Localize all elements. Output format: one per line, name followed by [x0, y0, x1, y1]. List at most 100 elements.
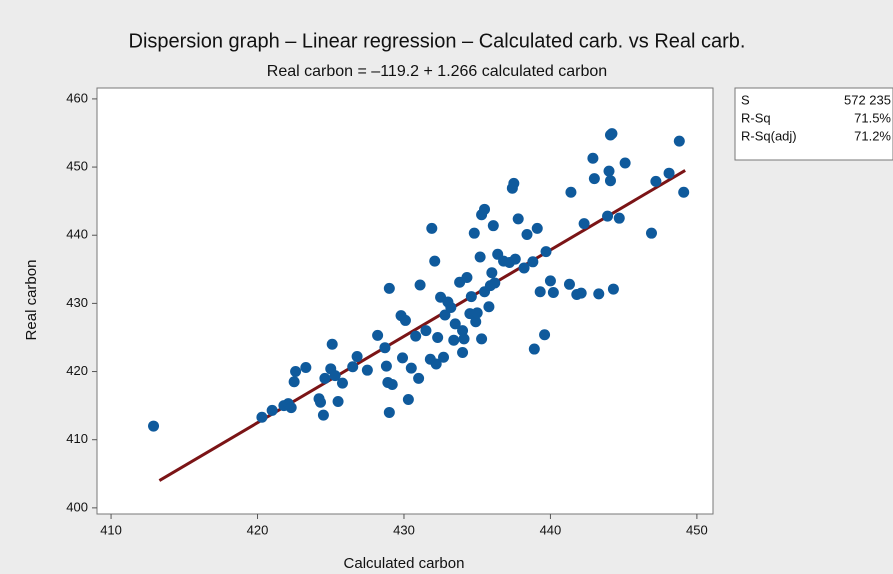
data-point: [405, 362, 417, 374]
data-point: [587, 152, 599, 164]
data-point: [429, 255, 441, 267]
data-point: [565, 186, 577, 198]
data-point: [528, 343, 540, 355]
data-point: [465, 291, 477, 303]
data-point: [314, 396, 326, 408]
x-tick-label: 430: [393, 522, 415, 537]
y-tick-label: 450: [66, 159, 88, 174]
data-point: [290, 366, 302, 378]
data-point: [479, 203, 491, 215]
data-point: [439, 309, 451, 321]
data-point: [540, 246, 552, 258]
data-point: [607, 283, 619, 295]
data-point: [619, 157, 631, 169]
stats-label: R-Sq: [741, 110, 771, 125]
data-point: [399, 314, 411, 326]
x-tick-label: 410: [100, 522, 122, 537]
data-point: [593, 288, 605, 300]
data-point: [471, 307, 483, 319]
data-point: [426, 222, 438, 234]
x-tick-label: 440: [540, 522, 562, 537]
data-point: [347, 361, 359, 373]
data-point: [413, 372, 425, 384]
data-point: [372, 329, 384, 341]
data-point: [518, 262, 530, 274]
data-point: [487, 220, 499, 232]
data-point: [148, 420, 160, 432]
data-point: [445, 301, 457, 313]
data-point: [534, 286, 546, 298]
stats-label: S: [741, 92, 750, 107]
y-tick-label: 420: [66, 363, 88, 378]
data-point: [300, 361, 312, 373]
data-point: [575, 287, 587, 299]
x-axis-label: Calculated carbon: [344, 555, 465, 572]
stats-label: R-Sq(adj): [741, 128, 797, 143]
data-point: [386, 378, 398, 390]
data-point: [531, 222, 543, 234]
data-point: [650, 175, 662, 187]
data-point: [613, 212, 625, 224]
data-point: [420, 325, 432, 337]
y-tick-label: 430: [66, 295, 88, 310]
data-point: [266, 404, 278, 416]
data-point: [588, 173, 600, 185]
data-point: [383, 282, 395, 294]
data-point: [336, 377, 348, 389]
data-point: [397, 352, 409, 364]
data-point: [326, 338, 338, 350]
data-point: [645, 227, 657, 239]
data-point: [458, 333, 470, 345]
data-point: [602, 210, 614, 222]
data-point: [319, 372, 331, 384]
data-point: [380, 360, 392, 372]
data-point: [606, 128, 618, 140]
data-point: [489, 277, 501, 289]
data-point: [361, 364, 373, 376]
stats-box: [734, 87, 893, 161]
data-point: [483, 301, 495, 313]
data-point: [379, 342, 391, 354]
data-point: [383, 406, 395, 418]
data-point: [509, 253, 521, 265]
data-point: [563, 278, 575, 290]
data-point: [468, 227, 480, 239]
data-point: [673, 135, 685, 147]
data-point: [414, 279, 426, 291]
data-point: [410, 330, 422, 342]
data-point: [508, 177, 520, 189]
y-tick-label: 410: [66, 431, 88, 446]
data-point: [430, 358, 442, 370]
data-point: [486, 267, 498, 279]
data-point: [547, 286, 559, 298]
data-point: [448, 334, 460, 346]
stats-value: 71.5%: [854, 110, 891, 125]
plot-area: [96, 87, 714, 515]
data-point: [402, 393, 414, 405]
data-point: [351, 351, 363, 363]
data-point: [678, 186, 690, 198]
data-point: [476, 333, 488, 345]
chart-subtitle: Real carbon = –119.2 + 1.266 calculated …: [267, 63, 607, 80]
data-point: [438, 351, 450, 363]
y-tick-label: 460: [66, 90, 88, 105]
data-point: [603, 165, 615, 177]
data-point: [288, 376, 300, 388]
data-point: [521, 229, 533, 241]
data-point: [527, 256, 539, 268]
y-tick-label: 440: [66, 227, 88, 242]
data-point: [285, 402, 297, 414]
data-point: [470, 316, 482, 328]
data-point: [329, 370, 341, 382]
data-point: [317, 409, 329, 421]
stats-value: 572 235: [844, 92, 891, 107]
data-point: [474, 251, 486, 263]
data-point: [332, 396, 344, 408]
data-point: [461, 271, 473, 283]
data-point: [256, 411, 268, 423]
data-point: [457, 325, 469, 337]
data-point: [604, 175, 616, 187]
data-point: [663, 167, 675, 179]
regression-line: [158, 169, 686, 482]
